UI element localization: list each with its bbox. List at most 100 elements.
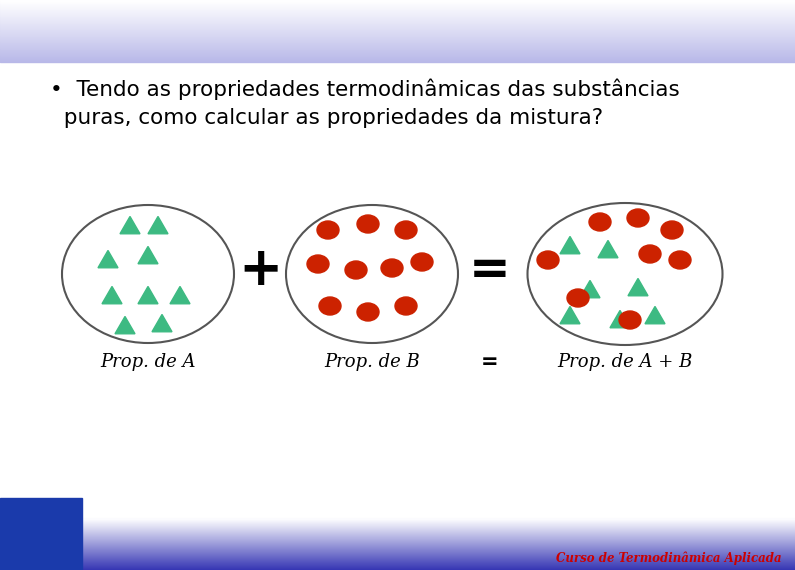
Polygon shape <box>598 241 618 258</box>
Bar <box>0 31 795 32</box>
Polygon shape <box>138 246 158 264</box>
Bar <box>0 46 795 47</box>
Bar <box>0 525 795 526</box>
Ellipse shape <box>411 253 433 271</box>
Bar <box>0 536 795 537</box>
Bar <box>0 6 795 7</box>
Bar <box>0 48 795 49</box>
Bar <box>0 542 795 543</box>
Ellipse shape <box>357 303 379 321</box>
Bar <box>0 47 795 48</box>
Bar <box>0 20 795 21</box>
Bar <box>0 565 795 566</box>
Bar <box>0 537 795 538</box>
Ellipse shape <box>589 213 611 231</box>
Bar <box>0 559 795 560</box>
Ellipse shape <box>307 255 329 273</box>
Bar <box>0 553 795 554</box>
Ellipse shape <box>381 259 403 277</box>
Bar <box>0 40 795 41</box>
Bar <box>0 523 795 524</box>
Bar <box>0 533 795 534</box>
Polygon shape <box>628 279 648 296</box>
Bar <box>0 34 795 35</box>
Bar <box>0 45 795 46</box>
Bar <box>0 521 795 522</box>
Bar <box>0 544 795 545</box>
Bar <box>0 33 795 34</box>
Bar <box>0 59 795 60</box>
Bar <box>0 58 795 59</box>
Bar <box>0 551 795 552</box>
Bar <box>0 519 795 520</box>
Bar <box>0 532 795 533</box>
Bar <box>0 24 795 25</box>
Bar <box>0 528 795 529</box>
Ellipse shape <box>395 221 417 239</box>
Bar <box>0 529 795 530</box>
Bar <box>0 37 795 38</box>
Bar <box>0 0 795 1</box>
Bar <box>0 27 795 28</box>
Bar <box>0 61 795 62</box>
Bar <box>0 568 795 569</box>
Bar <box>0 561 795 562</box>
Bar <box>0 10 795 11</box>
Bar <box>0 25 795 26</box>
Bar <box>0 2 795 3</box>
Bar <box>0 60 795 61</box>
Ellipse shape <box>395 297 417 315</box>
Bar <box>0 7 795 8</box>
Bar <box>0 543 795 544</box>
Text: Prop. de B: Prop. de B <box>324 353 420 371</box>
Bar <box>0 548 795 549</box>
Ellipse shape <box>345 261 367 279</box>
Ellipse shape <box>619 311 641 329</box>
Bar <box>0 527 795 528</box>
Polygon shape <box>610 311 630 328</box>
Bar <box>0 549 795 550</box>
Bar <box>0 42 795 43</box>
Polygon shape <box>98 250 118 268</box>
Bar <box>0 28 795 29</box>
Bar <box>0 539 795 540</box>
Polygon shape <box>152 315 172 332</box>
Polygon shape <box>120 217 140 234</box>
Bar <box>0 545 795 546</box>
Bar <box>0 30 795 31</box>
Bar <box>0 518 795 519</box>
Text: Curso de Termodinâmica Aplicada: Curso de Termodinâmica Aplicada <box>556 551 782 565</box>
Bar <box>0 534 795 535</box>
Bar <box>0 522 795 523</box>
Bar <box>0 554 795 555</box>
Ellipse shape <box>357 215 379 233</box>
Bar <box>0 35 795 36</box>
Bar <box>0 62 795 520</box>
Bar <box>0 547 795 548</box>
Bar <box>0 526 795 527</box>
Bar <box>0 52 795 53</box>
Bar <box>0 556 795 557</box>
Bar <box>0 53 795 54</box>
Bar <box>0 57 795 58</box>
Ellipse shape <box>669 251 691 269</box>
Bar <box>0 11 795 12</box>
Bar <box>0 530 795 531</box>
Bar <box>0 29 795 30</box>
Bar <box>0 56 795 57</box>
Bar <box>0 55 795 56</box>
Ellipse shape <box>567 289 589 307</box>
Bar <box>0 39 795 40</box>
Bar <box>0 569 795 570</box>
Bar <box>0 520 795 521</box>
Bar <box>0 563 795 564</box>
Bar <box>0 23 795 24</box>
Polygon shape <box>102 287 122 304</box>
Bar <box>0 16 795 17</box>
Bar <box>0 54 795 55</box>
Bar <box>0 17 795 18</box>
Bar <box>0 531 795 532</box>
Bar <box>0 540 795 541</box>
Bar <box>0 15 795 16</box>
Text: =: = <box>481 352 498 372</box>
